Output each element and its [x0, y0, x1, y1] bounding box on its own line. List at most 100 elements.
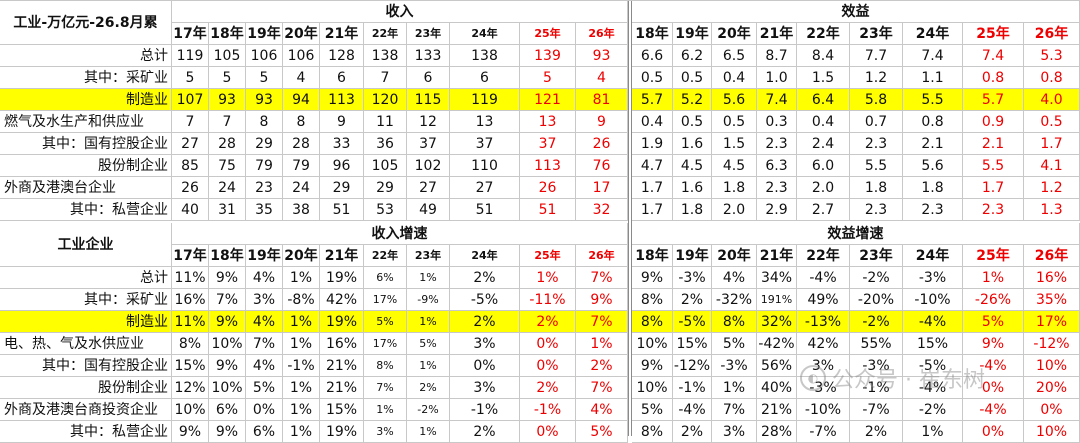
growth-table-cell: 49% — [797, 289, 850, 311]
growth-table-cell: 1% — [283, 311, 320, 333]
growth-table-year-left: 22年 — [364, 245, 407, 267]
income-table-cell: 37 — [450, 133, 520, 155]
growth-table-year-right: 26年 — [1024, 245, 1080, 267]
growth-table-cell: -32% — [712, 289, 757, 311]
growth-table-cell: 5% — [632, 399, 673, 421]
income-table-year-right: 20年 — [712, 23, 757, 45]
income-table-year-right: 19年 — [673, 23, 712, 45]
income-table-cell: 2.7 — [797, 199, 850, 221]
income-table-cell: 6.2 — [673, 45, 712, 67]
growth-table-cell: 4% — [576, 399, 628, 421]
income-table-cell: 7.4 — [963, 45, 1024, 67]
growth-table-cell: 4% — [246, 355, 283, 377]
growth-table-cell: 16% — [320, 333, 364, 355]
growth-table-cell: -1% — [283, 355, 320, 377]
income-table-cell: 27 — [172, 133, 209, 155]
growth-table-cell: 11% — [172, 311, 209, 333]
growth-table-cell: 9% — [209, 355, 246, 377]
income-table-cell: 2.9 — [757, 199, 797, 221]
column-separator — [628, 1, 632, 436]
income-table-cell: 28 — [209, 133, 246, 155]
income-table-row-label: 燃气及水生产和供应业 — [0, 111, 172, 133]
income-table-cell: 1.8 — [712, 177, 757, 199]
income-table-year-right: 24年 — [903, 23, 963, 45]
income-table-cell: 5.2 — [673, 89, 712, 111]
income-table-cell: 120 — [364, 89, 407, 111]
growth-table-cell: 6% — [246, 421, 283, 443]
growth-table-year-left: 21年 — [320, 245, 364, 267]
growth-table-cell: 8% — [364, 355, 407, 377]
growth-table-cell: 0% — [963, 377, 1024, 399]
income-table-cell: 6 — [450, 67, 520, 89]
growth-table-cell: 3% — [246, 289, 283, 311]
growth-table-cell: 1% — [407, 267, 450, 289]
income-table-cell: 1.7 — [632, 199, 673, 221]
growth-table-cell: -4% — [963, 399, 1024, 421]
growth-table-cell: 1% — [520, 267, 576, 289]
growth-table-cell: 15% — [903, 333, 963, 355]
income-table-cell: 133 — [407, 45, 450, 67]
income-table-cell: 35 — [246, 199, 283, 221]
income-table-cell: 8 — [246, 111, 283, 133]
income-table-year-left: 20年 — [283, 23, 320, 45]
income-table-cell: 2.0 — [712, 199, 757, 221]
income-table-cell: 4.0 — [1024, 89, 1080, 111]
growth-table-cell: -3% — [797, 377, 850, 399]
growth-table-cell: 7% — [712, 399, 757, 421]
growth-table-cell: 2% — [520, 377, 576, 399]
income-table-cell: 75 — [209, 155, 246, 177]
income-table-cell: 29 — [364, 177, 407, 199]
income-table-cell: 53 — [364, 199, 407, 221]
growth-table-year-left: 24年 — [450, 245, 520, 267]
growth-table-cell: 5% — [246, 377, 283, 399]
income-table-cell: 5 — [246, 67, 283, 89]
income-table-cell: 26 — [520, 177, 576, 199]
income-table-cell: 93 — [576, 45, 628, 67]
income-table-year-left: 25年 — [520, 23, 576, 45]
growth-table-cell: 12% — [172, 377, 209, 399]
growth-table-cell: -8% — [283, 289, 320, 311]
income-table-cell: 5.7 — [632, 89, 673, 111]
income-table-cell: 81 — [576, 89, 628, 111]
growth-table-cell: -10% — [903, 289, 963, 311]
income-table-cell: 128 — [320, 45, 364, 67]
growth-table-cell: 9% — [209, 421, 246, 443]
income-table-cell: 5.5 — [963, 155, 1024, 177]
income-table-year-left: 21年 — [320, 23, 364, 45]
income-table-year-left: 26年 — [576, 23, 628, 45]
growth-table-cell: -42% — [757, 333, 797, 355]
income-table-cell: 7.4 — [903, 45, 963, 67]
income-table-cell: 0.5 — [632, 67, 673, 89]
income-table-year-right: 26年 — [1024, 23, 1080, 45]
income-table-cell: 85 — [172, 155, 209, 177]
income-table-cell: 5.3 — [1024, 45, 1080, 67]
income-table-row-label: 外商及港澳台企业 — [0, 177, 172, 199]
growth-table-cell: 3% — [712, 421, 757, 443]
growth-table-cell: 9% — [576, 289, 628, 311]
income-table-cell: 5.6 — [903, 155, 963, 177]
growth-table-year-left: 17年 — [172, 245, 209, 267]
income-table-cell: 0.5 — [673, 111, 712, 133]
growth-table-cell: 11% — [172, 267, 209, 289]
income-table-cell: 1.5 — [797, 67, 850, 89]
growth-table-cell: 0% — [520, 355, 576, 377]
growth-table-cell: 9% — [209, 267, 246, 289]
income-table-cell: 4.5 — [712, 155, 757, 177]
growth-table-cell: 2% — [407, 377, 450, 399]
income-table-cell: 121 — [520, 89, 576, 111]
growth-table-cell: 1% — [407, 421, 450, 443]
income-table-row-label: 制造业 — [0, 89, 172, 111]
income-table-cell: 5.5 — [903, 89, 963, 111]
growth-table-cell: 2% — [520, 311, 576, 333]
income-table-year-left: 24年 — [450, 23, 520, 45]
income-table-row-label: 其中：国有控股企业 — [0, 133, 172, 155]
income-table-cell: 93 — [246, 89, 283, 111]
income-table-cell: 32 — [576, 199, 628, 221]
income-table-cell: 2.0 — [797, 177, 850, 199]
income-table-cell: 106 — [283, 45, 320, 67]
growth-table-cell: 42% — [320, 289, 364, 311]
growth-table-row-label: 制造业 — [0, 311, 172, 333]
income-table-group-left: 收入 — [172, 1, 628, 23]
income-table-cell: 1.6 — [673, 133, 712, 155]
income-table-cell: 105 — [364, 155, 407, 177]
